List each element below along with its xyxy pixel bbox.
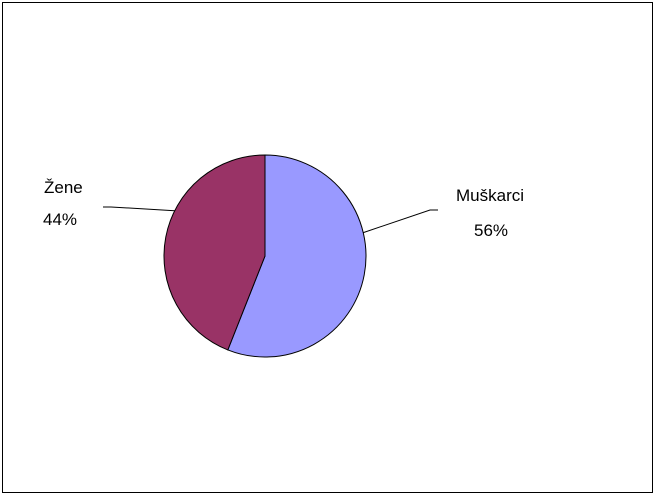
pie-slice-muskarci bbox=[227, 154, 367, 358]
slice-label-zene: Žene bbox=[44, 178, 83, 197]
leader-line-muskarci bbox=[363, 209, 438, 234]
slice-value-muskarci: 56% bbox=[474, 221, 508, 240]
slice-label-muskarci: Muškarci bbox=[456, 186, 524, 205]
slice-value-zene: 44% bbox=[43, 210, 77, 229]
leader-line-zene bbox=[103, 206, 175, 212]
pie-slice-zene bbox=[163, 154, 266, 351]
